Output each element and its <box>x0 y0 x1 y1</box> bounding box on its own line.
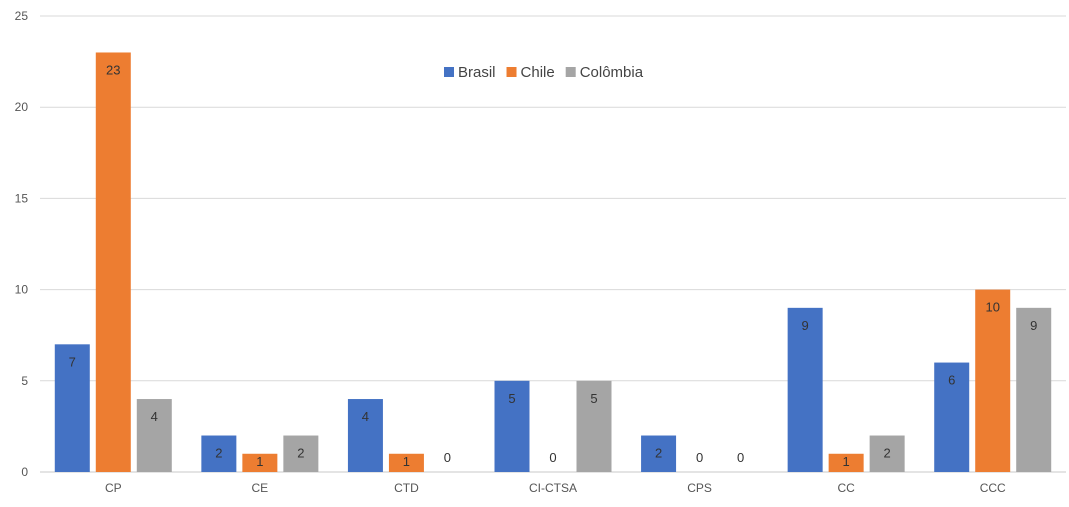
y-tick-label-25: 25 <box>15 9 29 23</box>
x-tick-label-ctd: CTD <box>394 481 419 495</box>
legend-label-colômbia: Colômbia <box>580 64 644 81</box>
legend-swatch-colômbia <box>565 67 576 77</box>
bar-colômbia-ce <box>283 435 319 472</box>
data-label-colômbia-ccc: 9 <box>1030 318 1037 333</box>
bar-brasil-ci-ctsa <box>494 380 530 472</box>
bars <box>54 52 1052 472</box>
grid-layer <box>40 15 1066 473</box>
data-label-chile-ctd: 1 <box>403 454 410 469</box>
legend-swatch-brasil <box>444 67 454 77</box>
bar-colômbia-cp <box>136 399 172 472</box>
x-tick-label-ccc: CCC <box>980 481 1006 495</box>
data-label-chile-cps: 0 <box>696 450 703 465</box>
data-label-chile-cc: 1 <box>843 454 850 469</box>
x-tick-label-ce: CE <box>252 481 269 495</box>
bar-brasil-cps <box>641 435 677 472</box>
bar-colômbia-ci-ctsa <box>576 380 612 472</box>
legend: Brasil Chile Colômbia <box>444 64 644 81</box>
data-label-colômbia-ce: 2 <box>297 446 304 461</box>
bar-chile-ccc <box>975 289 1011 472</box>
y-axis-ticks: 0 5 10 15 20 25 <box>15 9 29 479</box>
data-label-colômbia-cp: 4 <box>151 409 158 424</box>
x-axis-labels: CP CE CTD CI-CTSA CPS CC CCC <box>105 481 1006 495</box>
y-tick-label-10: 10 <box>15 283 29 297</box>
data-label-brasil-ctd: 4 <box>362 409 369 424</box>
data-label-brasil-ce: 2 <box>215 446 222 461</box>
data-label-brasil-cc: 9 <box>802 318 809 333</box>
data-label-chile-ccc: 10 <box>985 300 999 315</box>
bar-chile-cc <box>828 453 864 472</box>
data-label-brasil-cps: 2 <box>655 446 662 461</box>
data-label-brasil-ccc: 6 <box>948 373 955 388</box>
data-label-colômbia-cc: 2 <box>884 446 891 461</box>
data-label-colômbia-ctd: 0 <box>444 450 451 465</box>
data-label-chile-ce: 1 <box>256 454 263 469</box>
x-tick-label-ci-ctsa: CI-CTSA <box>529 481 577 495</box>
data-label-brasil-cp: 7 <box>69 354 76 369</box>
data-label-colômbia-cps: 0 <box>737 450 744 465</box>
bar-brasil-ce <box>201 435 237 472</box>
y-tick-label-15: 15 <box>15 191 29 205</box>
bar-chile-cp <box>95 52 131 472</box>
bar-brasil-cp <box>54 344 90 472</box>
data-label-chile-ci-ctsa: 0 <box>549 450 556 465</box>
legend-swatch-chile <box>506 67 517 77</box>
data-label-chile-cp: 23 <box>106 62 120 77</box>
legend-label-brasil: Brasil <box>458 64 496 81</box>
legend-label-chile: Chile <box>521 64 555 81</box>
bar-brasil-ccc <box>934 362 970 472</box>
y-tick-label-20: 20 <box>15 100 29 114</box>
bar-chile-ce <box>242 453 278 472</box>
x-tick-label-cc: CC <box>837 481 855 495</box>
data-label-brasil-ci-ctsa: 5 <box>508 391 515 406</box>
bar-brasil-cc <box>787 307 823 472</box>
bar-colômbia-cc <box>869 435 905 472</box>
y-tick-label-0: 0 <box>21 465 28 479</box>
data-label-colômbia-ci-ctsa: 5 <box>590 391 597 406</box>
bar-colômbia-ccc <box>1016 307 1052 472</box>
bar-chile-ctd <box>388 453 424 472</box>
bar-brasil-ctd <box>347 399 383 472</box>
x-tick-label-cps: CPS <box>687 481 712 495</box>
x-tick-label-cp: CP <box>105 481 122 495</box>
y-tick-label-5: 5 <box>21 374 28 388</box>
